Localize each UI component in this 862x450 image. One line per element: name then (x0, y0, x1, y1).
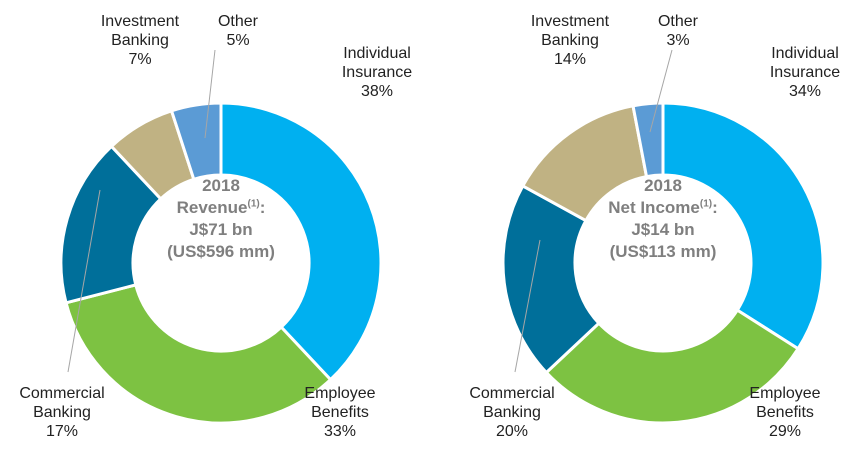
category-label: Commercial Banking (19, 385, 105, 421)
center-label: Net Income (608, 198, 700, 217)
leader-line (67, 189, 101, 373)
center-amount: J$71 bn (189, 220, 253, 239)
category-label: Other (657, 13, 698, 30)
segment-label: Other 3% (623, 12, 733, 50)
category-label: Individual Insurance (769, 45, 841, 81)
segment-label: Individual Insurance 38% (322, 44, 432, 101)
value-label: 38% (360, 83, 394, 100)
category-label: Employee Benefits (749, 385, 821, 421)
value-label: 33% (323, 423, 357, 440)
segment-label: Employee Benefits 29% (730, 384, 840, 441)
segment-label: Commercial Banking 20% (457, 384, 567, 441)
donut-segment (169, 101, 223, 182)
center-amount: J$14 bn (631, 220, 695, 239)
value-label: 29% (768, 423, 802, 440)
segment-label: Employee Benefits 33% (285, 384, 395, 441)
donut-segment (661, 101, 825, 351)
value-label: 20% (495, 423, 529, 440)
donut-segment (544, 308, 801, 425)
donut-segment (219, 101, 383, 382)
category-label: Other (217, 13, 258, 30)
leader-line (204, 49, 216, 139)
category-label: Investment Banking (100, 13, 180, 49)
segment-label: Other 5% (183, 12, 293, 50)
category-label: Commercial Banking (469, 385, 555, 421)
center-text: 2018 Net Income(1): J$14 bn (US$113 mm) (578, 175, 748, 263)
center-label-line: Revenue(1): (136, 197, 306, 219)
donut-segment (631, 101, 665, 179)
leader-line (649, 49, 673, 133)
center-text: 2018 Revenue(1): J$71 bn (US$596 mm) (136, 175, 306, 263)
center-label-line: Net Income(1): (578, 197, 748, 219)
category-label: Investment Banking (530, 13, 610, 49)
segment-label: Investment Banking 14% (515, 12, 625, 69)
center-year: 2018 (202, 176, 240, 195)
center-note: (1) (699, 198, 713, 210)
category-label: Employee Benefits (304, 385, 376, 421)
value-label: 14% (553, 51, 587, 68)
center-suffix: : (712, 198, 718, 217)
segment-label: Investment Banking 7% (85, 12, 195, 69)
segment-label: Individual Insurance 34% (750, 44, 860, 101)
leader-line (514, 239, 541, 373)
value-label: 3% (666, 32, 690, 49)
center-label: Revenue (176, 198, 248, 217)
segment-label: Commercial Banking 17% (7, 384, 117, 441)
center-suffix: : (259, 198, 266, 217)
value-label: 7% (128, 51, 152, 68)
donut-segment (501, 183, 601, 375)
center-year: 2018 (644, 176, 682, 195)
value-label: 5% (226, 32, 250, 49)
value-label: 34% (788, 83, 822, 100)
value-label: 17% (45, 423, 79, 440)
donut-segment (64, 283, 333, 425)
category-label: Individual Insurance (341, 45, 413, 81)
center-usd: (US$113 mm) (609, 242, 717, 261)
center-usd: (US$596 mm) (167, 242, 275, 261)
center-note: (1) (247, 198, 260, 210)
